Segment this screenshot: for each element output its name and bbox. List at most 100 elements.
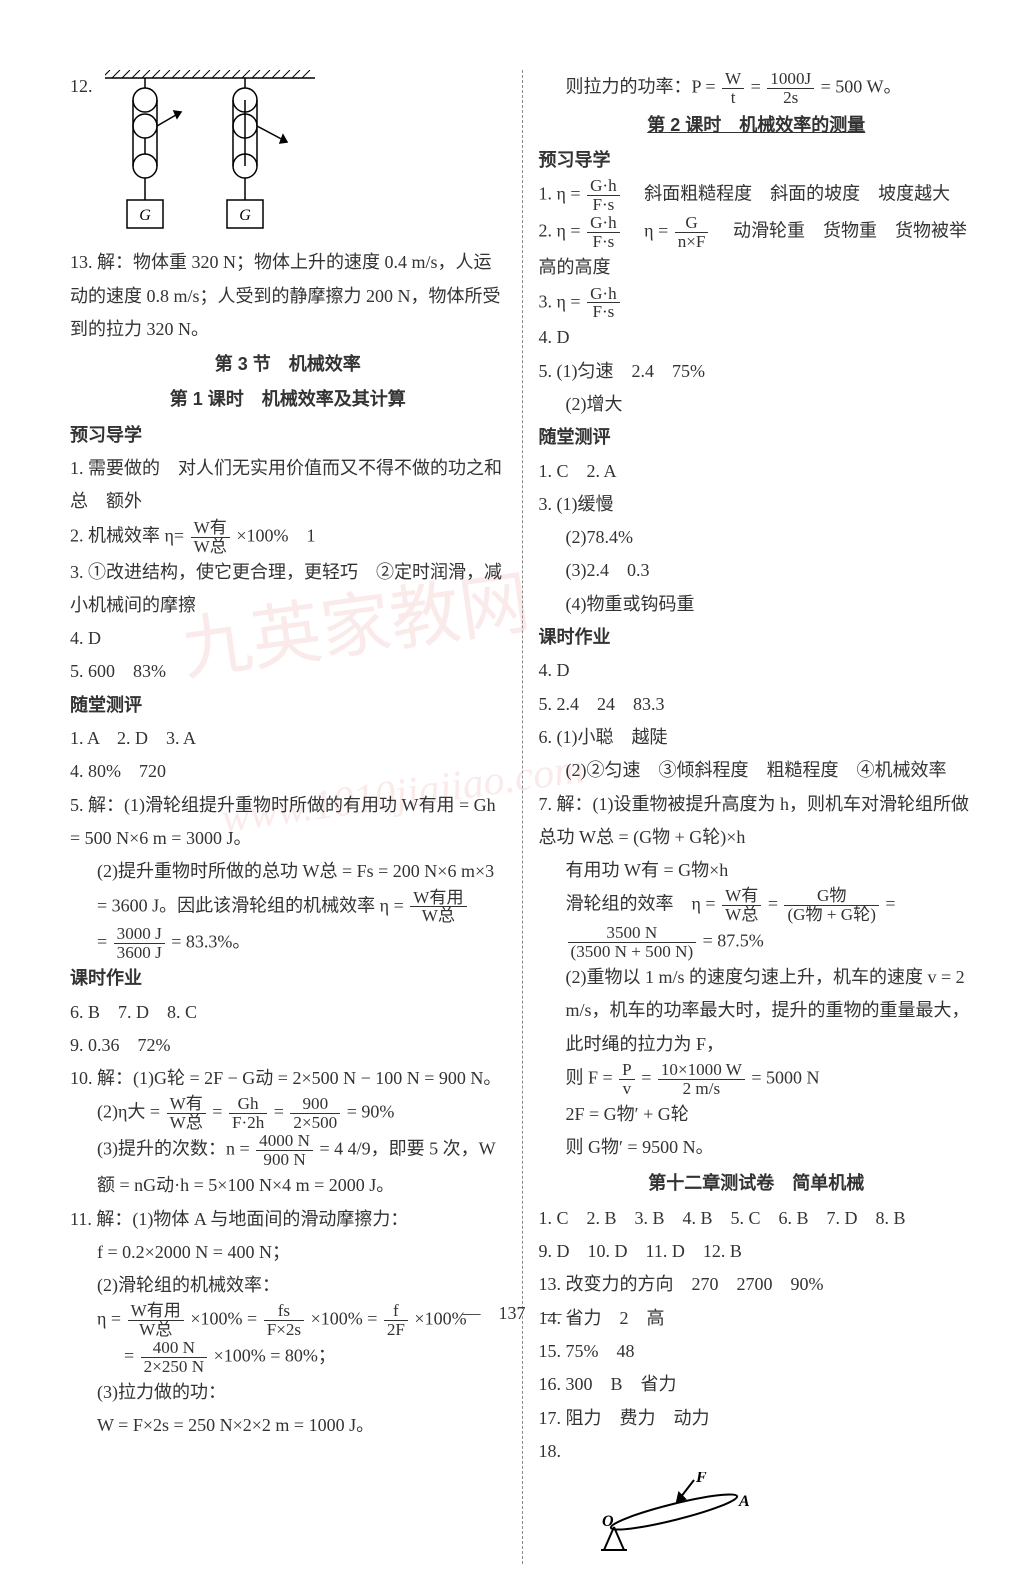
page-content: 12.	[0, 0, 1024, 1594]
h11e-eq: =	[124, 1346, 134, 1366]
right-h5: 5. 2.4 24 83.3	[539, 688, 975, 721]
h7c-f1: W有W总	[722, 887, 761, 924]
right-h7c: 滑轮组的效率 η = W有W总 = G物(G物 + G轮) =	[539, 887, 975, 924]
left-q5a: 5. 解：(1)滑轮组提升重物时所做的有用功 W有用 = Gh = 500 N×…	[70, 789, 506, 856]
p2-label: 2. 机械效率	[70, 525, 160, 545]
h11e-r: ×100% = 80%；	[214, 1346, 336, 1366]
left-h11e: = 400 N2×250 N ×100% = 80%；	[70, 1339, 506, 1376]
h10c-frac: 4000 N900 N	[256, 1132, 313, 1169]
test-18: 18. F A O	[539, 1435, 975, 1564]
test-row2: 9. D 10. D 11. D 12. B	[539, 1235, 975, 1268]
right-h7f: 则 F = Pv = 10×1000 W2 m/s = 5000 N	[539, 1061, 975, 1098]
right-q3c: (3)2.4 0.3	[539, 554, 975, 587]
rtop-r: = 500 W。	[821, 77, 902, 97]
h10c-label: (3)提升的次数：n =	[97, 1139, 250, 1159]
rp3-frac: G·hF·s	[587, 285, 620, 322]
p2-eta: η=	[165, 525, 185, 545]
homework-header-right: 课时作业	[539, 621, 975, 654]
rtop-eq: =	[751, 77, 761, 97]
rp3-label: 3. η =	[539, 291, 581, 311]
right-top: 则拉力的功率：P = Wt = 1000J2s = 500 W。	[539, 70, 975, 107]
svg-text:F: F	[695, 1472, 707, 1486]
svg-text:G: G	[139, 207, 151, 224]
h7f-f2: 10×1000 W2 m/s	[658, 1061, 745, 1098]
chapter-12-test-title: 第十二章测试卷 简单机械	[539, 1167, 975, 1200]
section-3-title: 第 3 节 机械效率	[70, 348, 506, 381]
homework-header-left: 课时作业	[70, 962, 506, 995]
right-h7e: (2)重物以 1 m/s 的速度匀速上升，机车的速度 v = 2 m/s，机车的…	[539, 961, 975, 1061]
q5d-tail: = 83.3%。	[171, 932, 250, 952]
left-q5b: (2)提升重物时所做的总功 W总 = Fs = 200 N×6 m×3 = 36…	[70, 855, 506, 925]
left-h11f: (3)拉力做的功：	[70, 1376, 506, 1409]
rtop-f1: Wt	[722, 70, 744, 107]
svg-text:O: O	[602, 1513, 614, 1530]
rtop-f2: 1000J2s	[767, 70, 814, 107]
left-q4: 4. 80% 720	[70, 755, 506, 788]
quiz-header-left: 随堂测评	[70, 689, 506, 722]
right-h6a: 6. (1)小聪 越陡	[539, 721, 975, 754]
rtop-label: 则拉力的功率：P =	[566, 77, 716, 97]
right-h7b: 有用功 W有 = G物×h	[539, 854, 975, 887]
rp1-tail: 斜面粗糙程度 斜面的坡度 坡度越大	[626, 184, 950, 204]
right-h7g: 2F = G物′ + G轮	[539, 1098, 975, 1131]
preview-header-right: 预习导学	[539, 144, 975, 177]
right-q3d: (4)物重或钩码重	[539, 588, 975, 621]
left-h11a: 11. 解：(1)物体 A 与地面间的滑动摩擦力：	[70, 1203, 506, 1236]
left-h10c: (3)提升的次数：n = 4000 N900 N = 4 4/9，即要 5 次，…	[70, 1132, 506, 1202]
preview-header-left: 预习导学	[70, 419, 506, 452]
right-p2: 2. η = G·hF·s η = Gn×F 动滑轮重 货物重 货物被举高的高度	[539, 214, 975, 284]
h11e-frac: 400 N2×250 N	[141, 1339, 207, 1376]
left-p3: 3. ①改进结构，使它更合理，更轻巧 ②定时润滑，减小机械间的摩擦	[70, 556, 506, 623]
page-number-value: 137	[499, 1303, 526, 1323]
pulley-diagram: G G	[105, 70, 315, 246]
rp2-f2: Gn×F	[675, 214, 709, 251]
q13-text: 13. 解：物体重 320 N；物体上升的速度 0.4 m/s，人运动的速度 0…	[70, 246, 506, 346]
h7c-eq: =	[768, 894, 778, 914]
left-column: 12.	[70, 70, 520, 1564]
h7f-label: 则 F =	[566, 1068, 613, 1088]
q12-label: 12.	[70, 70, 506, 246]
q5c-eq: =	[97, 932, 107, 952]
left-p4: 4. D	[70, 622, 506, 655]
h10b-result: = 90%	[347, 1102, 395, 1122]
rp1-label: 1. η =	[539, 184, 581, 204]
left-p2: 2. 机械效率 η= W有W总 ×100% 1	[70, 519, 506, 556]
lesson-1-title: 第 1 课时 机械效率及其计算	[70, 383, 506, 416]
right-h6b: (2)②匀速 ③倾斜程度 粗糙程度 ④机械效率	[539, 754, 975, 787]
right-p1: 1. η = G·hF·s 斜面粗糙程度 斜面的坡度 坡度越大	[539, 177, 975, 214]
right-column: 则拉力的功率：P = Wt = 1000J2s = 500 W。 第 2 课时 …	[525, 70, 975, 1564]
left-h11c: (2)滑轮组的机械效率：	[70, 1269, 506, 1302]
h10b-frac1: W有W总	[167, 1095, 206, 1132]
test-13: 13. 改变力的方向 270 2700 90%	[539, 1268, 975, 1301]
left-h11g: W = F×2s = 250 N×2×2 m = 1000 J。	[70, 1409, 506, 1442]
h10b-label: (2)η大 =	[97, 1102, 160, 1122]
right-p3: 3. η = G·hF·s	[539, 285, 975, 322]
right-h7a: 7. 解：(1)设重物被提升高度为 h，则机车对滑轮组所做总功 W总 = (G物…	[539, 788, 975, 855]
column-divider	[522, 70, 523, 1564]
rp2-f1: G·hF·s	[587, 214, 620, 251]
right-p4: 4. D	[539, 321, 975, 354]
rp1-frac: G·hF·s	[587, 177, 620, 214]
left-h11b: f = 0.2×2000 N = 400 N；	[70, 1236, 506, 1269]
svg-text:A: A	[738, 1493, 750, 1510]
t18-label: 18.	[539, 1441, 562, 1461]
q5b-frac: W有用W总	[410, 889, 466, 926]
left-p1: 1. 需要做的 对人们无实用价值而又不得不做的功之和 总 额外	[70, 452, 506, 519]
h7d-frac: 3500 N(3500 N + 500 N)	[568, 924, 697, 961]
h7f-f1: Pv	[619, 1061, 635, 1098]
left-q5c: = 3000 J3600 J = 83.3%。	[70, 925, 506, 962]
svg-text:G: G	[239, 207, 251, 224]
lever-diagram: F A O	[599, 1472, 975, 1563]
q12-number: 12.	[70, 76, 93, 96]
page-number: — 137 —	[0, 1299, 1024, 1325]
h10b-eq: =	[212, 1102, 222, 1122]
right-q3b: (2)78.4%	[539, 521, 975, 554]
p2-fraction: W有W总	[191, 519, 230, 556]
right-h7h: 则 G物′ = 9500 N。	[539, 1131, 975, 1164]
test-15: 15. 75% 48	[539, 1335, 975, 1368]
left-p5: 5. 600 83%	[70, 655, 506, 688]
rp2-label: 2. η =	[539, 221, 581, 241]
left-h9: 9. 0.36 72%	[70, 1029, 506, 1062]
left-h10b: (2)η大 = W有W总 = GhF·2h = 9002×500 = 90%	[70, 1095, 506, 1132]
h10b-eq2: =	[274, 1102, 284, 1122]
